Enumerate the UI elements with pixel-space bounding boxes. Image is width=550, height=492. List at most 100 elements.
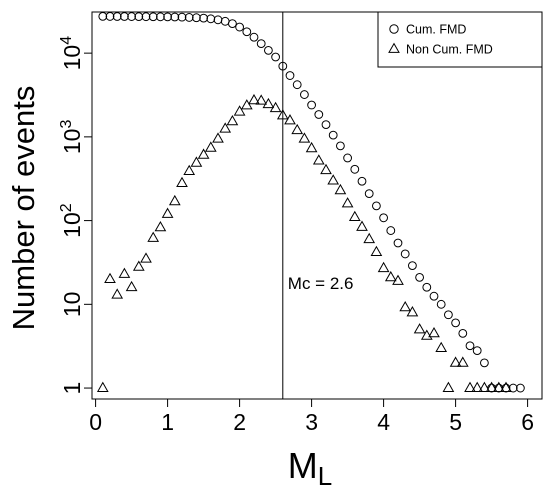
legend: Cum. FMD Non Cum. FMD — [377, 11, 543, 68]
data-point-cum — [422, 282, 432, 292]
data-point-cum — [228, 19, 237, 29]
data-point-noncum — [356, 220, 368, 231]
x-axis-title-main: M — [288, 445, 318, 486]
cum-fmd-series — [98, 11, 525, 393]
data-point-noncum — [420, 329, 433, 340]
data-point-cum — [206, 14, 216, 24]
data-point-cum — [350, 164, 360, 174]
data-point-cum — [292, 80, 302, 90]
data-point-cum — [170, 12, 180, 22]
data-point-cum — [199, 13, 209, 23]
data-point-noncum — [478, 381, 491, 392]
data-point-noncum — [132, 260, 145, 271]
data-point-cum — [343, 153, 353, 163]
legend-triangle-marker — [388, 42, 400, 53]
mc-annotation: Mc = 2.6 — [288, 274, 354, 293]
data-point-cum — [256, 39, 266, 49]
data-point-cum — [192, 13, 201, 23]
data-point-noncum — [485, 381, 498, 392]
data-point-cum — [393, 238, 403, 248]
data-point-noncum — [327, 174, 340, 185]
data-point-noncum — [147, 231, 160, 242]
x-tick-label: 2 — [233, 409, 246, 435]
data-point-noncum — [248, 93, 260, 105]
data-point-cum — [415, 272, 425, 282]
data-point-noncum — [384, 270, 397, 282]
data-point-cum — [285, 71, 295, 80]
data-point-noncum — [428, 326, 440, 338]
x-tick-label: 1 — [161, 409, 174, 435]
data-point-noncum — [262, 97, 275, 109]
data-point-noncum — [111, 288, 124, 299]
legend-circle-marker — [389, 24, 399, 34]
data-point-noncum — [212, 132, 224, 143]
data-point-noncum — [219, 122, 232, 133]
data-point-noncum — [312, 154, 325, 165]
data-point-noncum — [226, 114, 239, 126]
data-point-cum — [372, 201, 381, 211]
data-point-cum — [242, 27, 252, 37]
data-point-noncum — [233, 105, 246, 116]
y-axis: 1 10 102 103 104 — [58, 36, 92, 394]
data-point-cum — [336, 141, 345, 151]
data-point-cum — [177, 12, 187, 22]
data-point-cum — [408, 261, 417, 271]
data-point-cum — [436, 299, 446, 309]
x-tick-label: 5 — [449, 409, 462, 435]
data-point-cum — [516, 383, 525, 393]
data-point-cum — [429, 291, 439, 301]
data-point-noncum — [140, 252, 152, 263]
data-point-noncum — [500, 381, 512, 392]
data-point-noncum — [118, 267, 131, 278]
data-point-noncum — [456, 356, 469, 367]
data-point-cum — [328, 130, 338, 140]
data-point-cum — [120, 12, 129, 21]
data-point-cum — [465, 341, 475, 351]
x-tick-label: 0 — [89, 409, 102, 435]
data-point-noncum — [377, 261, 390, 273]
legend-entry-cum: Cum. FMD — [406, 23, 466, 37]
data-point-cum — [444, 310, 453, 320]
y-tick-label: 102 — [58, 203, 85, 238]
data-point-noncum — [392, 274, 404, 285]
x-tick-label: 6 — [521, 409, 534, 435]
data-point-noncum — [104, 272, 116, 284]
data-point-cum — [220, 16, 230, 26]
x-axis-title-subscript: L — [318, 461, 332, 491]
data-point-noncum — [240, 99, 253, 110]
data-point-noncum — [305, 141, 318, 153]
data-point-noncum — [471, 381, 484, 392]
data-point-cum — [127, 12, 137, 21]
legend-box — [377, 11, 543, 68]
data-point-noncum — [492, 381, 505, 392]
data-point-cum — [213, 15, 223, 25]
data-point-noncum — [435, 341, 448, 353]
y-tick-label: 104 — [58, 36, 85, 71]
data-point-cum — [184, 13, 194, 22]
data-point-cum — [364, 189, 374, 199]
plot-frame — [91, 11, 543, 400]
data-point-noncum — [464, 381, 476, 392]
data-point-cum — [314, 110, 324, 119]
y-tick-label: 10 — [59, 292, 85, 318]
data-point-noncum — [284, 114, 296, 125]
data-point-noncum — [204, 141, 217, 152]
data-point-noncum — [363, 232, 376, 244]
data-point-cum — [141, 12, 151, 22]
data-point-noncum — [176, 176, 188, 188]
data-point-cum — [271, 52, 281, 62]
x-tick-label: 3 — [305, 409, 318, 435]
data-point-noncum — [298, 132, 311, 143]
data-point-cum — [451, 318, 461, 328]
data-point-cum — [98, 11, 108, 21]
data-point-cum — [148, 12, 158, 22]
non-cum-fmd-series — [96, 93, 512, 392]
data-point-cum — [134, 12, 144, 22]
data-point-noncum — [406, 306, 419, 317]
data-point-noncum — [320, 163, 332, 175]
data-point-noncum — [168, 194, 181, 206]
data-point-noncum — [154, 220, 167, 232]
data-point-noncum — [370, 245, 383, 257]
data-point-noncum — [399, 300, 412, 312]
data-point-noncum — [190, 156, 203, 167]
